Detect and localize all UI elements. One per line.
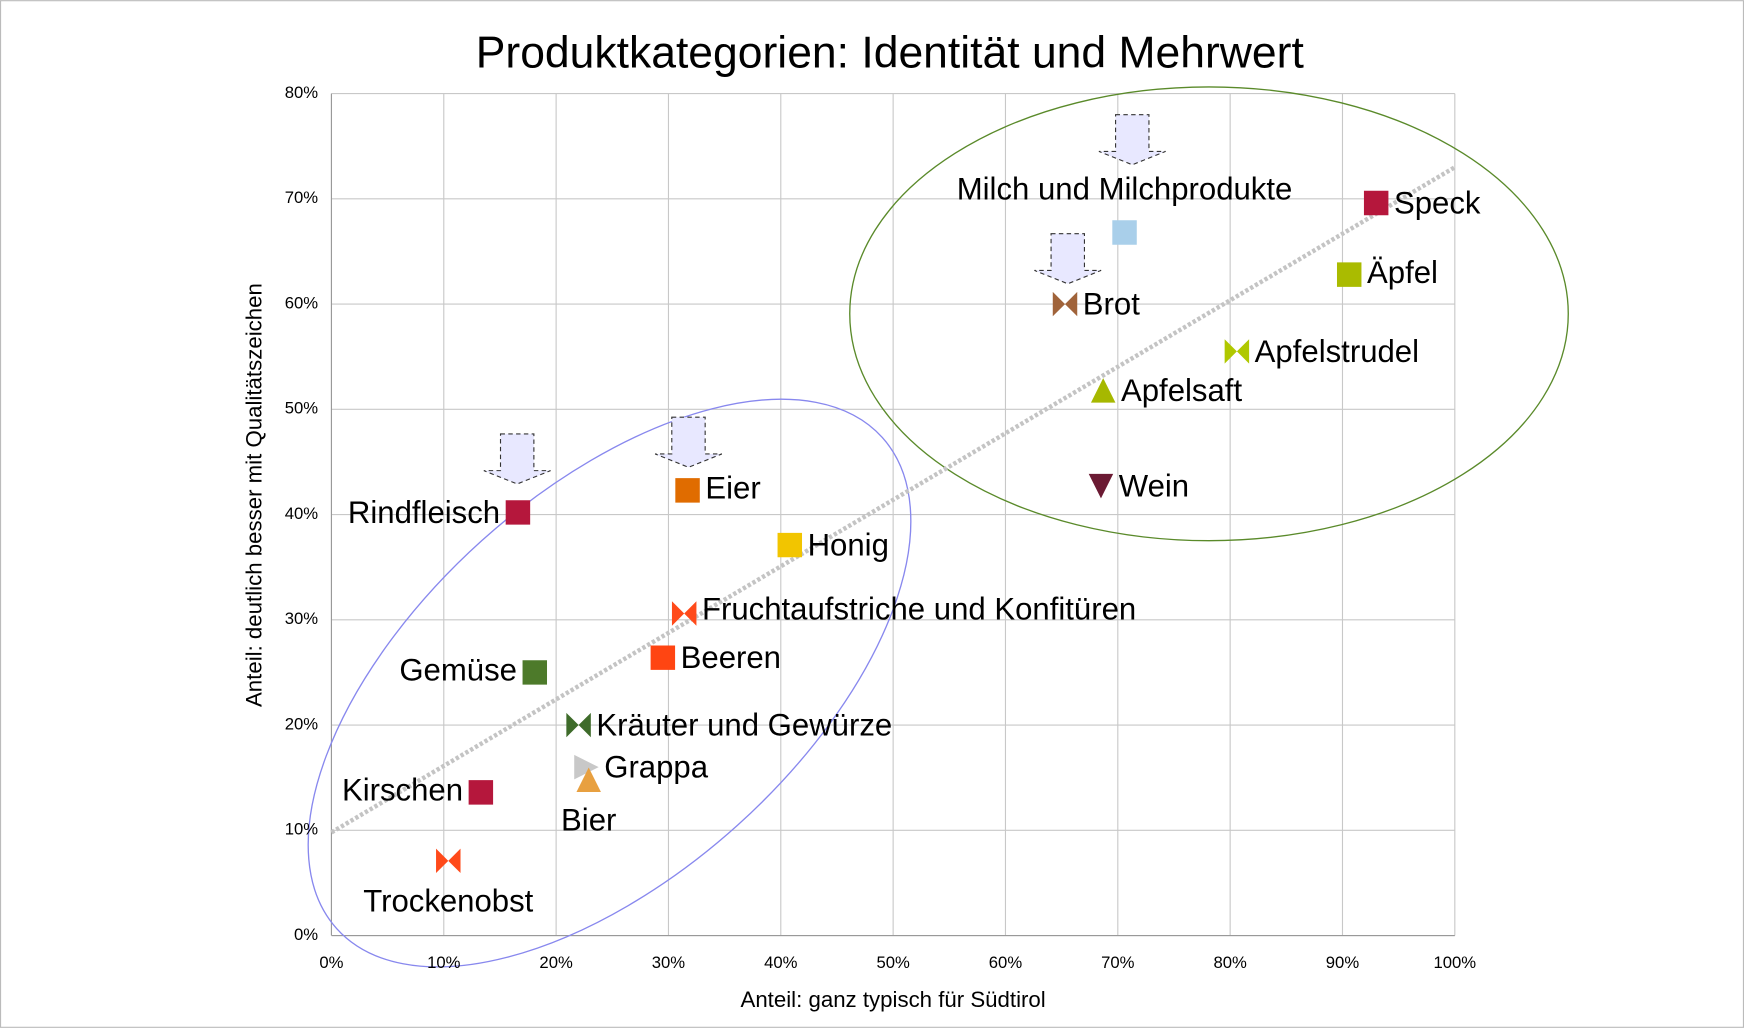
arrows — [483, 114, 1166, 485]
y-tick-label: 40% — [285, 504, 319, 523]
point — [566, 712, 591, 738]
point-label: Apfelsaft — [1121, 373, 1242, 408]
arrow — [483, 433, 551, 485]
point — [1363, 190, 1389, 216]
point-label: Apfelstrudel — [1255, 334, 1419, 369]
point-label: Honig — [808, 528, 889, 563]
point — [671, 601, 697, 626]
arrow — [1034, 233, 1102, 285]
arrow — [654, 416, 723, 468]
point-label: Brot — [1083, 287, 1140, 322]
point-label: Speck — [1394, 185, 1481, 220]
point-label: Gemüse — [399, 653, 517, 688]
point — [1224, 339, 1250, 364]
x-tick-label: 0% — [319, 953, 343, 972]
point — [505, 500, 531, 525]
point — [576, 767, 601, 793]
point-label: Bier — [561, 802, 616, 837]
point-label: Trockenobst — [363, 883, 533, 918]
point-label: Rindfleisch — [348, 495, 500, 530]
y-tick-label: 10% — [285, 820, 319, 839]
point-label: Äpfel — [1367, 255, 1438, 290]
x-tick-label: 80% — [1213, 953, 1247, 972]
x-tick-label: 90% — [1326, 953, 1360, 972]
point-label: Grappa — [604, 750, 709, 785]
point-label: Kirschen — [342, 773, 463, 808]
x-axis-label: Anteil: ganz typisch für Südtirol — [740, 987, 1045, 1012]
point — [650, 645, 676, 670]
y-tick-label: 30% — [285, 609, 319, 628]
x-tick-label: 50% — [876, 953, 910, 972]
x-tick-label: 40% — [764, 953, 798, 972]
x-tick-label: 100% — [1433, 953, 1476, 972]
y-tick-label: 0% — [294, 925, 318, 944]
group-ellipse — [849, 86, 1569, 542]
x-tick-label: 10% — [427, 953, 461, 972]
point — [468, 780, 494, 805]
point — [675, 478, 700, 503]
point-label: Beeren — [681, 640, 781, 675]
point — [574, 754, 599, 780]
point — [1088, 473, 1114, 499]
x-tick-label: 70% — [1101, 953, 1135, 972]
point-label: Kräuter und Gewürze — [596, 707, 892, 742]
y-tick-label: 70% — [285, 188, 319, 207]
point — [522, 660, 548, 685]
y-axis-label: Anteil: deutlich besser mit Qualitätszei… — [242, 283, 267, 707]
point — [1112, 220, 1137, 245]
y-tick-label: 50% — [285, 399, 319, 418]
point-label: Milch und Milchprodukte — [957, 172, 1293, 207]
y-tick-label: 80% — [285, 83, 319, 102]
y-tick-label: 20% — [285, 714, 319, 733]
point — [777, 532, 803, 558]
arrow — [1098, 114, 1166, 166]
x-tick-label: 20% — [539, 953, 573, 972]
point-label: Wein — [1119, 469, 1189, 504]
chart-title: Produktkategorien: Identität und Mehrwer… — [476, 29, 1305, 78]
point — [1090, 378, 1116, 403]
point — [1336, 262, 1362, 287]
group-ellipse — [307, 398, 912, 968]
y-tick-label: 60% — [285, 293, 319, 312]
x-tick-label: 30% — [652, 953, 686, 972]
point-label: Eier — [705, 471, 760, 506]
trendline — [330, 165, 1456, 835]
x-tick-label: 60% — [989, 953, 1023, 972]
point-label: Fruchtaufstriche und Konfitüren — [702, 591, 1136, 626]
